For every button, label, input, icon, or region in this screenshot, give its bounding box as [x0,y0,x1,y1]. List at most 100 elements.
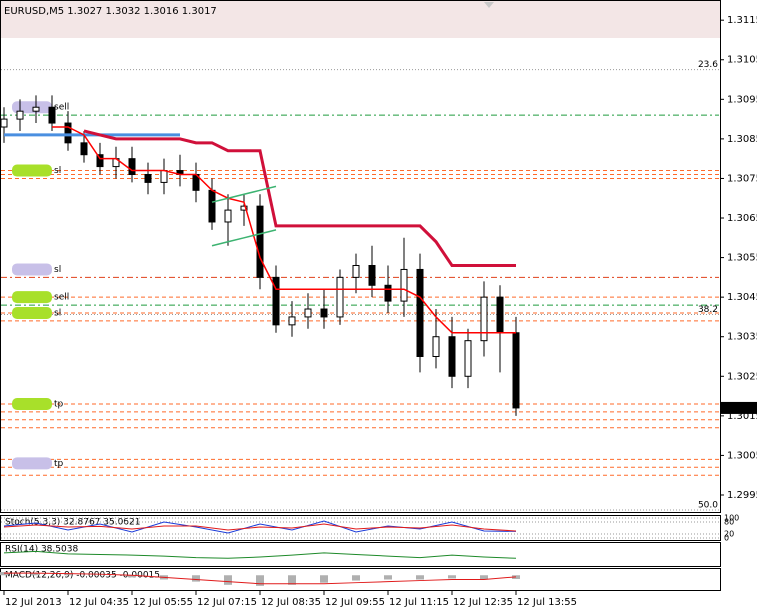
sub-tick-label: 20 [724,530,734,539]
candle-body [368,264,376,286]
candle-body [240,205,248,211]
indicator-title: MACD(12,26,9) -0.00035 -0.00015 [5,571,160,581]
candle-body [320,308,328,318]
label-blob [12,457,52,470]
order-label: sl [54,166,61,176]
y-tick-label: 1.3115 [727,15,757,26]
candle-body [384,284,392,302]
macd-bar [192,575,200,582]
sub-line [3,550,517,559]
label-blob [12,306,52,319]
label-blob [12,397,52,410]
label-blob [12,164,52,177]
fibo-label: 23.6 [698,60,718,70]
sub-tick-label: 80 [724,518,734,527]
label-blob [12,101,52,114]
fibo-label: 38.2 [698,305,718,315]
order-label: sell [54,293,69,303]
order-label: tp [54,399,64,409]
candle-body [16,110,24,120]
x-tick-label: 12 Jul 11:15 [389,597,449,608]
y-tick-label: 1.3095 [727,94,757,105]
y-tick-label: 1.3005 [727,450,757,461]
candle-body [48,106,56,124]
order-label: sl [54,308,61,318]
x-tick-label: 12 Jul 09:55 [325,597,385,608]
y-tick-label: 1.3015 [727,411,757,422]
sub-tick-label: 0 [724,534,729,543]
y-tick-label: 1.3045 [727,292,757,303]
order-label: tp [54,459,64,469]
indicator-title: Stoch(5,3,3) 32.8767 35.0621 [5,518,140,528]
indicator-line [52,126,516,334]
macd-bar [352,575,360,581]
macd-bar [384,575,392,580]
candle-body [0,118,8,128]
y-tick-label: 1.3085 [727,134,757,145]
macd-bar [224,575,232,585]
indicator-line [83,129,516,267]
label-blob [12,263,52,276]
last-price-box [721,401,757,414]
macd-bar [480,575,488,580]
macd-bar [128,575,136,578]
x-tick-label: 12 Jul 13:55 [517,597,577,608]
candle-body [128,158,136,175]
label-blob [12,291,52,304]
macd-bar [320,575,328,583]
stoch-frame [0,515,721,541]
sub-line [3,523,517,532]
indicator-line [211,185,277,203]
candle-body [432,336,440,358]
candle-body [352,264,360,278]
y-tick-label: 1.3105 [727,55,757,66]
macd-bar [288,575,296,585]
candle-body [144,173,152,183]
main-frame [0,0,721,513]
candle-body [160,170,168,183]
y-tick-label: 1.3055 [727,253,757,264]
candle-body [32,106,40,112]
rsi-frame [0,542,721,567]
fibo-label: 50.0 [698,501,718,511]
macd-bar [32,573,40,576]
y-tick-label: 1.3025 [727,371,757,382]
y-tick-label: 1.2995 [727,490,757,501]
candle-body [336,276,344,318]
shift-marker [484,2,494,8]
candle-body [496,296,504,334]
x-tick-label: 12 Jul 12:35 [453,597,513,608]
symbol-header: EURUSD,M5 1.3027 1.3032 1.3016 1.3017 [4,6,217,17]
candle-body [448,336,456,377]
macd-bar [416,575,424,580]
candle-body [480,296,488,342]
indicator-title: RSI(14) 38.5038 [5,545,78,555]
candle-body [96,154,104,168]
macd-bar [448,575,456,579]
macd-frame [0,568,721,591]
x-tick-label: 12 Jul 05:55 [133,597,193,608]
candle-body [224,209,232,223]
candle-body [464,340,472,377]
candle-body [208,189,216,223]
macd-bar [64,574,72,576]
candle-body [256,205,264,278]
candle-body [272,276,280,326]
x-tick-label: 12 Jul 07:15 [197,597,257,608]
y-tick-label: 1.3065 [727,213,757,224]
sub-line [4,572,517,585]
y-tick-label: 1.3075 [727,173,757,184]
order-label: sl [54,265,61,275]
macd-bar [0,572,8,576]
indicator-line [211,229,277,247]
x-tick-label: 12 Jul 04:35 [69,597,129,608]
y-tick-label: 1.3035 [727,332,757,343]
candle-body [80,142,88,156]
candle-body [416,268,424,358]
candle-body [64,122,72,144]
candle-body [288,316,296,326]
x-tick-label: 12 Jul 08:35 [261,597,321,608]
candle-body [304,308,312,318]
